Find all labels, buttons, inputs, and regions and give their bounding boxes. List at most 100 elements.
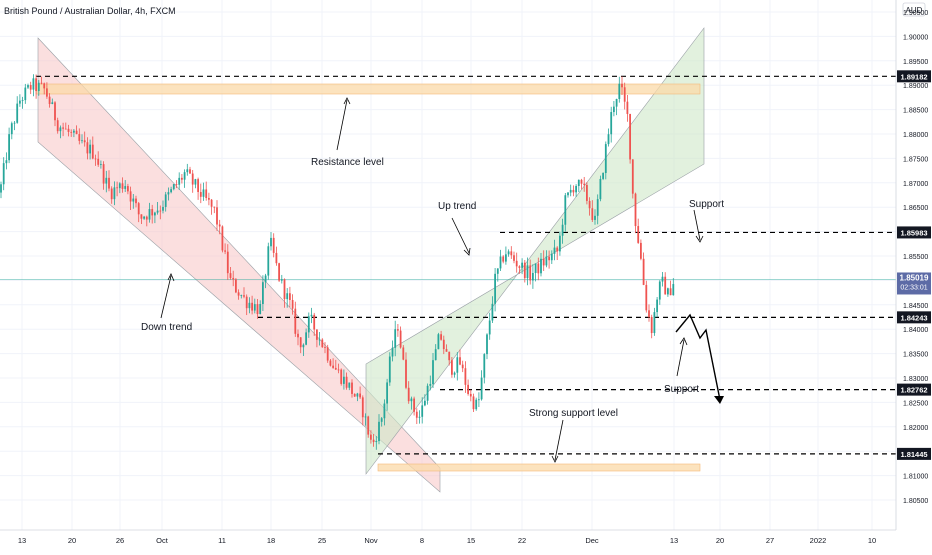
candle-body bbox=[78, 134, 81, 141]
y-tick-label: 1.88000 bbox=[903, 132, 928, 139]
candle-body bbox=[283, 279, 286, 300]
candle-body bbox=[461, 364, 464, 369]
candle-body bbox=[410, 398, 413, 402]
currency-badge bbox=[902, 2, 926, 17]
candle-body bbox=[151, 209, 154, 216]
candle-body bbox=[21, 100, 24, 101]
candle-body bbox=[332, 365, 334, 368]
candle-body bbox=[267, 246, 270, 276]
candle-body bbox=[172, 184, 175, 190]
candle-body bbox=[340, 369, 343, 384]
candle-body bbox=[29, 85, 32, 90]
candle-body bbox=[189, 169, 191, 174]
candle-body bbox=[343, 376, 345, 384]
candle-body bbox=[59, 127, 62, 132]
candle-body bbox=[35, 78, 37, 92]
candle-body bbox=[108, 177, 110, 189]
candle-body bbox=[159, 210, 162, 212]
candle-body bbox=[513, 255, 515, 261]
candle-body bbox=[248, 302, 251, 309]
candle-body bbox=[604, 144, 607, 173]
candle-body bbox=[421, 405, 424, 417]
candle-body bbox=[372, 439, 375, 443]
candle-body bbox=[175, 184, 178, 185]
candle-body bbox=[305, 332, 307, 345]
candle-body bbox=[453, 372, 456, 375]
x-tick-label: 20 bbox=[68, 536, 76, 545]
candle-body bbox=[648, 310, 650, 317]
candle-body bbox=[664, 276, 667, 295]
projection-path bbox=[675, 313, 721, 401]
candle-body bbox=[629, 113, 631, 160]
candle-body bbox=[499, 256, 502, 269]
candle-body bbox=[615, 98, 618, 107]
candle-body bbox=[318, 339, 321, 341]
candle-body bbox=[24, 87, 27, 101]
candle-body bbox=[210, 199, 213, 207]
candle-body bbox=[459, 357, 461, 365]
candle-body bbox=[588, 200, 591, 209]
candle-body bbox=[140, 214, 143, 219]
x-tick-label: 26 bbox=[116, 536, 124, 545]
strong-support-arrow bbox=[554, 419, 564, 461]
candle-body bbox=[375, 441, 378, 443]
candle-body bbox=[483, 354, 486, 378]
candle-body bbox=[143, 216, 145, 219]
candle-body bbox=[418, 416, 421, 418]
x-tick-label: 10 bbox=[868, 536, 876, 545]
level-badge-value: 1.81445 bbox=[900, 450, 927, 459]
resistance-zone bbox=[35, 83, 701, 95]
uptrend-arrow bbox=[451, 217, 470, 254]
candle-body bbox=[5, 160, 8, 164]
level-badge-value: 1.89182 bbox=[900, 72, 927, 81]
level-badge-value: 1.85983 bbox=[900, 228, 927, 237]
candle-body bbox=[640, 242, 642, 259]
candle-body bbox=[415, 411, 418, 418]
candle-body bbox=[286, 293, 289, 300]
candle-body bbox=[205, 189, 208, 198]
resistance-arrow bbox=[336, 99, 348, 151]
candle-body bbox=[607, 134, 610, 145]
candle-body bbox=[229, 273, 232, 278]
candle-body bbox=[89, 144, 91, 154]
candle-body bbox=[442, 339, 445, 350]
candle-body bbox=[515, 260, 518, 267]
candle-body bbox=[386, 382, 388, 404]
level-lines bbox=[36, 75, 896, 455]
candle-body bbox=[405, 359, 407, 388]
candle-body bbox=[237, 292, 240, 296]
candle-body bbox=[456, 357, 459, 373]
level-badge bbox=[897, 311, 931, 324]
candle-body bbox=[529, 265, 532, 281]
candle-body bbox=[221, 226, 224, 251]
candle-body bbox=[264, 275, 267, 283]
candle-body bbox=[32, 78, 35, 90]
strong-support-arrowhead bbox=[551, 455, 559, 463]
support-bottom-arrow bbox=[676, 339, 685, 377]
candle-body bbox=[569, 189, 572, 193]
candle-body bbox=[334, 367, 337, 370]
candle-body bbox=[278, 263, 280, 281]
candle-body bbox=[54, 102, 56, 121]
candle-body bbox=[669, 288, 672, 296]
x-tick-label: Dec bbox=[585, 536, 599, 545]
current-price-countdown: 02:33:01 bbox=[900, 284, 927, 291]
candle-body bbox=[253, 304, 256, 311]
level-badge-value: 1.82762 bbox=[900, 386, 927, 395]
candle-body bbox=[653, 312, 656, 334]
candle-body bbox=[13, 122, 16, 124]
candle-body bbox=[2, 163, 5, 185]
candle-body bbox=[521, 262, 523, 268]
candle-body bbox=[56, 120, 59, 132]
candle-body bbox=[472, 396, 475, 410]
y-tick-label: 1.88500 bbox=[903, 108, 928, 115]
candle-body bbox=[164, 194, 167, 207]
candle-body bbox=[397, 329, 399, 331]
candle-body bbox=[83, 140, 86, 143]
candle-body bbox=[356, 393, 359, 397]
candle-body bbox=[383, 403, 386, 419]
candle-body bbox=[580, 179, 583, 184]
candle-body bbox=[413, 398, 415, 412]
candle-body bbox=[62, 127, 64, 129]
